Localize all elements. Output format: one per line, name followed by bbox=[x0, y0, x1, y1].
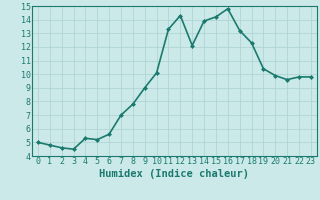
X-axis label: Humidex (Indice chaleur): Humidex (Indice chaleur) bbox=[100, 169, 249, 179]
